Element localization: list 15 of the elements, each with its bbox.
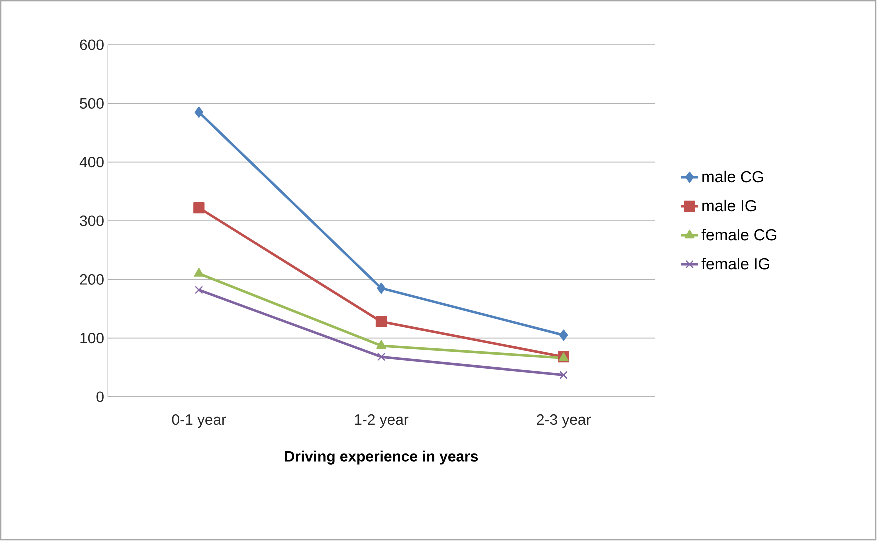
y-tick-label: 0 bbox=[96, 392, 104, 402]
x-axis-title: Driving experience in years bbox=[285, 450, 478, 465]
legend-label: female CG bbox=[702, 228, 777, 241]
y-tick-label: 100 bbox=[80, 333, 104, 344]
y-tick-label: 200 bbox=[80, 274, 104, 285]
y-tick-label: 600 bbox=[80, 40, 104, 50]
x-tick-label: 1-2 year bbox=[355, 414, 409, 428]
legend-label: female IG bbox=[702, 258, 770, 270]
y-tick-label: 300 bbox=[80, 216, 104, 226]
x-tick-label: 2-3 year bbox=[537, 414, 591, 428]
legend-label: male IG bbox=[702, 200, 756, 212]
x-tick-label: 0-1 year bbox=[172, 414, 226, 428]
y-tick-label: 500 bbox=[80, 98, 104, 109]
legend-label: male CG bbox=[702, 170, 764, 183]
y-tick-label: 400 bbox=[80, 157, 104, 168]
